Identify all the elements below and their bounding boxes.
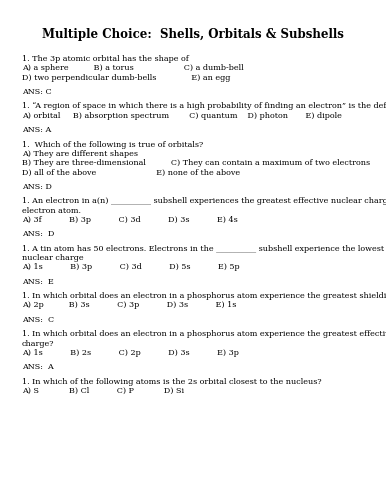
Text: 1. “A region of space in which there is a high probability of finding an electro: 1. “A region of space in which there is … (22, 102, 386, 110)
Text: B) They are three-dimensional          C) They can contain a maximum of two elec: B) They are three-dimensional C) They ca… (22, 159, 370, 167)
Text: A) 1s           B) 2s           C) 2p           D) 3s           E) 3p: A) 1s B) 2s C) 2p D) 3s E) 3p (22, 349, 239, 357)
Text: ANS: D: ANS: D (22, 183, 52, 191)
Text: charge?: charge? (22, 340, 54, 347)
Text: A) 1s           B) 3p           C) 3d           D) 5s           E) 5p: A) 1s B) 3p C) 3d D) 5s E) 5p (22, 264, 240, 272)
Text: Multiple Choice:  Shells, Orbitals & Subshells: Multiple Choice: Shells, Orbitals & Subs… (42, 28, 344, 41)
Text: A) S            B) Cl           C) P            D) Si: A) S B) Cl C) P D) Si (22, 387, 184, 395)
Text: ANS: A: ANS: A (22, 126, 51, 134)
Text: electron atom.: electron atom. (22, 206, 81, 214)
Text: 1. An electron in a(n) __________ subshell experiences the greatest effective nu: 1. An electron in a(n) __________ subshe… (22, 198, 386, 205)
Text: D) two perpendicular dumb-bells              E) an egg: D) two perpendicular dumb-bells E) an eg… (22, 74, 230, 82)
Text: 1. A tin atom has 50 electrons. Electrons in the __________ subshell experience : 1. A tin atom has 50 electrons. Electron… (22, 244, 386, 252)
Text: 1. In which of the following atoms is the 2s orbital closest to the nucleus?: 1. In which of the following atoms is th… (22, 378, 322, 386)
Text: ANS:  D: ANS: D (22, 230, 54, 238)
Text: A) orbital     B) absorption spectrum        C) quantum    D) photon       E) di: A) orbital B) absorption spectrum C) qua… (22, 112, 342, 120)
Text: A) 2p          B) 3s           C) 3p           D) 3s           E) 1s: A) 2p B) 3s C) 3p D) 3s E) 1s (22, 302, 236, 310)
Text: A) They are different shapes: A) They are different shapes (22, 150, 138, 158)
Text: 1. In which orbital does an electron in a phosphorus atom experience the greates: 1. In which orbital does an electron in … (22, 330, 386, 338)
Text: D) all of the above                        E) none of the above: D) all of the above E) none of the above (22, 168, 240, 176)
Text: A) a sphere          B) a torus                    C) a dumb-bell: A) a sphere B) a torus C) a dumb-bell (22, 64, 244, 72)
Text: ANS:  E: ANS: E (22, 278, 54, 285)
Text: 1. In which orbital does an electron in a phosphorus atom experience the greates: 1. In which orbital does an electron in … (22, 292, 386, 300)
Text: 1.  Which of the following is true of orbitals?: 1. Which of the following is true of orb… (22, 140, 203, 148)
Text: ANS:  C: ANS: C (22, 316, 54, 324)
Text: ANS:  A: ANS: A (22, 364, 54, 372)
Text: A) 3f           B) 3p           C) 3d           D) 3s           E) 4s: A) 3f B) 3p C) 3d D) 3s E) 4s (22, 216, 238, 224)
Text: nuclear charge: nuclear charge (22, 254, 84, 262)
Text: ANS: C: ANS: C (22, 88, 52, 96)
Text: 1. The 3p atomic orbital has the shape of: 1. The 3p atomic orbital has the shape o… (22, 55, 189, 63)
